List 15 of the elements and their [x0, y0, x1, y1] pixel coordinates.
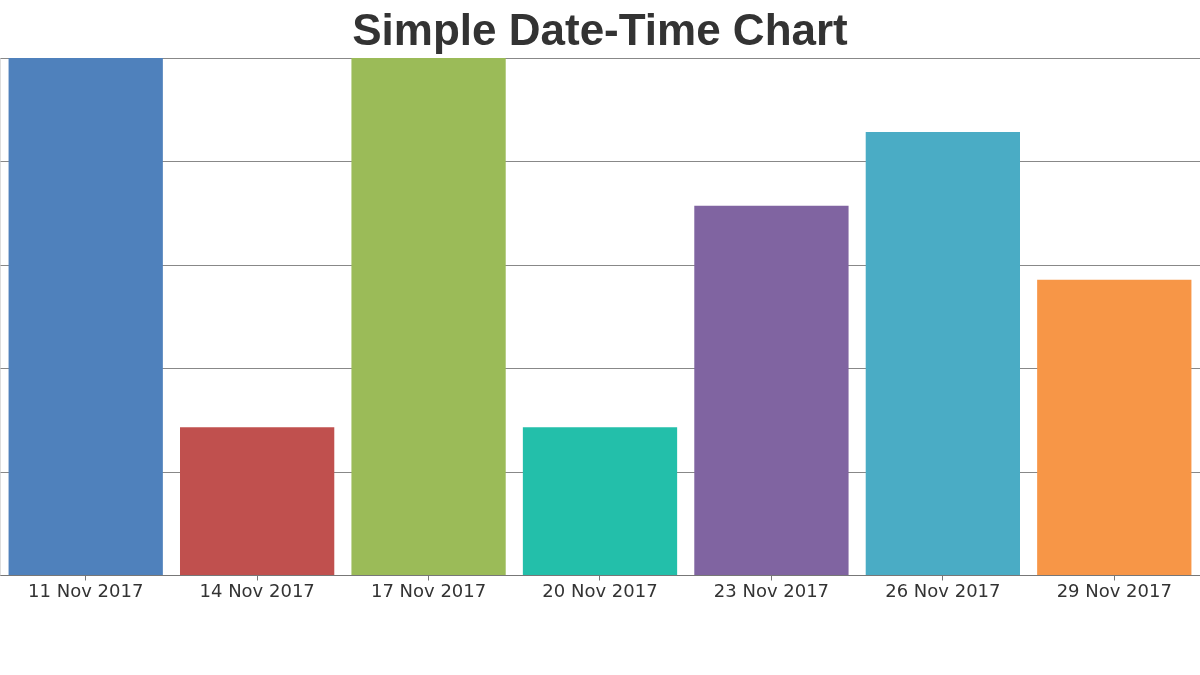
bar [694, 205, 849, 575]
bar [8, 58, 163, 575]
x-tick-label: 17 Nov 2017 [370, 579, 487, 601]
x-tick-label: 26 Nov 2017 [885, 579, 1001, 601]
bar [180, 427, 335, 575]
x-tick-label: 14 Nov 2017 [199, 579, 315, 601]
x-tick-label: 29 Nov 2017 [1056, 579, 1172, 601]
chart-title: Simple Date-Time Chart [352, 5, 849, 54]
x-tick-label: 23 Nov 2017 [713, 579, 830, 601]
bar [522, 427, 678, 575]
bar [1037, 279, 1192, 575]
x-tick-label: 11 Nov 2017 [28, 579, 144, 601]
bar [865, 131, 1020, 575]
bar [351, 58, 506, 575]
x-tick-label: 20 Nov 2017 [542, 579, 658, 601]
